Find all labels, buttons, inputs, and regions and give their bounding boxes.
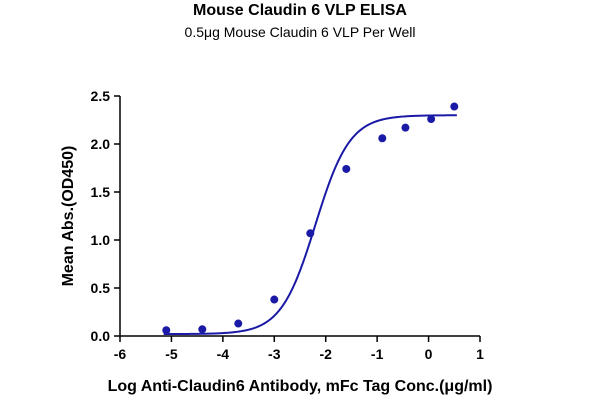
x-tick-label: -5 (165, 346, 178, 362)
data-point (162, 326, 171, 335)
data-point (401, 123, 410, 132)
data-point (427, 115, 436, 124)
x-tick-label: -1 (371, 346, 384, 362)
fit-curve-layer (163, 114, 457, 336)
y-tick-label: 0.5 (91, 280, 111, 296)
x-tick-label: -2 (319, 346, 332, 362)
data-point (342, 164, 351, 173)
y-tick-label: 2.0 (91, 136, 111, 152)
y-tick-label: 1.0 (91, 232, 111, 248)
x-tick-label: -3 (268, 346, 281, 362)
data-point (450, 102, 459, 111)
data-point (270, 295, 279, 304)
x-tick-label: -4 (217, 346, 230, 362)
y-tick-label: 2.5 (91, 88, 111, 104)
chart-subtitle: 0.5μg Mouse Claudin 6 VLP Per Well (184, 24, 416, 40)
data-point (234, 319, 243, 328)
x-axis-title: Log Anti-Claudin6 Antibody, mFc Tag Conc… (108, 378, 493, 395)
axes: 0.0 0.5 1.0 1.5 2.0 2.5 -6 -5 -4 -3 -2 -1 0 1 (91, 88, 485, 362)
x-tick-label: 1 (476, 346, 484, 362)
y-axis-title: Mean Abs.(OD450) (60, 146, 77, 287)
x-tick-label: -6 (114, 346, 127, 362)
fit-curve (163, 114, 457, 336)
y-tick-label: 1.5 (91, 184, 111, 200)
x-tick-label: 0 (425, 346, 433, 362)
data-point (306, 229, 315, 238)
data-point (198, 325, 207, 334)
y-tick-label: 0.0 (91, 328, 111, 344)
chart-title: Mouse Claudin 6 VLP ELISA (193, 2, 407, 19)
data-points-layer (162, 102, 459, 335)
data-point (378, 134, 387, 143)
